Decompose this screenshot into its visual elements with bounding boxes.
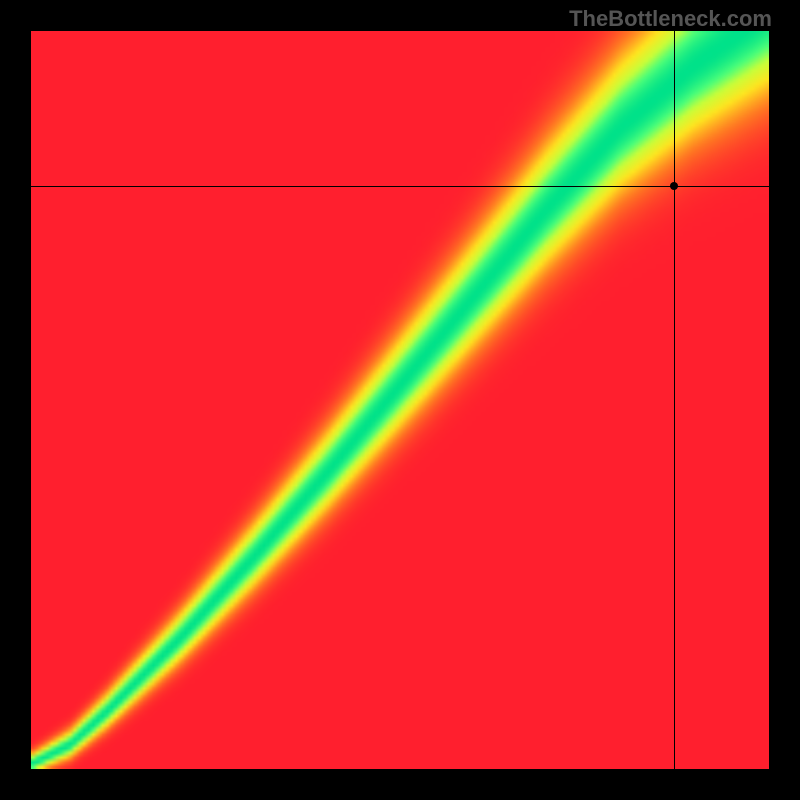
crosshair-horizontal: [31, 186, 769, 187]
heatmap-canvas: [31, 31, 769, 769]
crosshair-dot: [670, 182, 678, 190]
watermark-text: TheBottleneck.com: [569, 6, 772, 32]
crosshair-vertical: [674, 31, 675, 769]
heatmap-plot-area: [31, 31, 769, 769]
